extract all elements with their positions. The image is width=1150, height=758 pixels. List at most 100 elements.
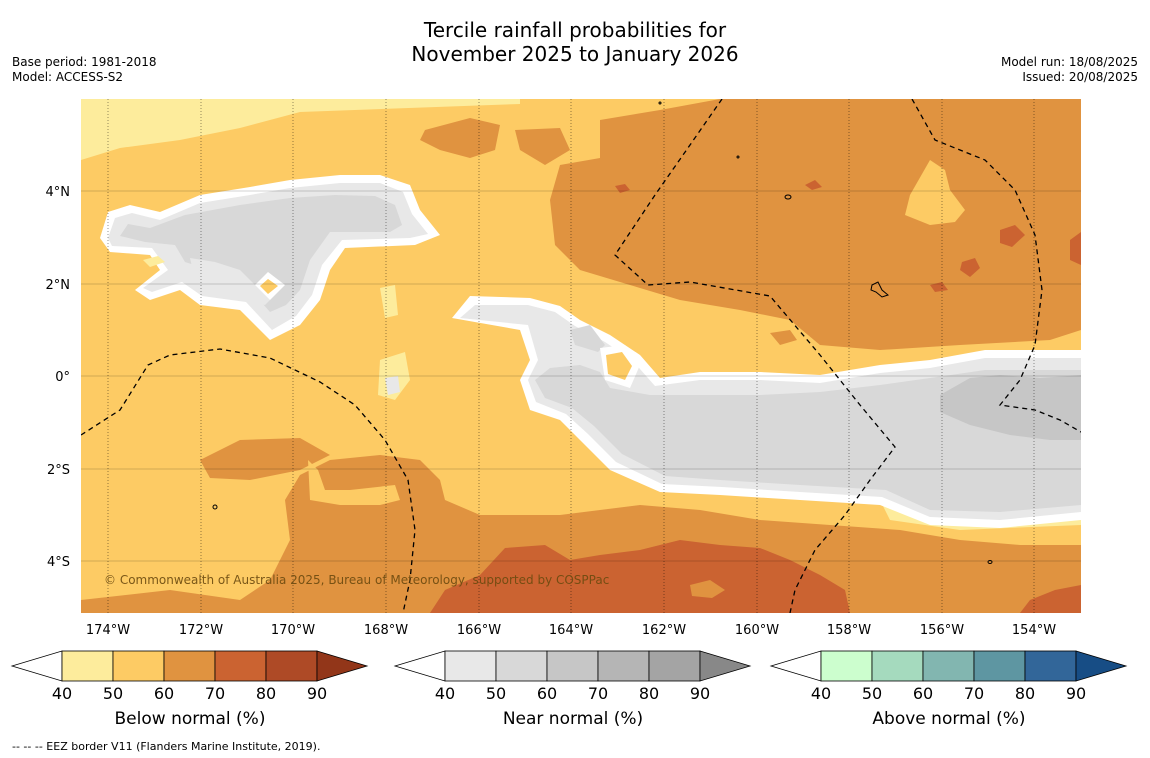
- colorbar-tick-label: 40: [810, 684, 832, 703]
- map-grid: [81, 99, 1081, 613]
- colorbar-segment: [871, 650, 924, 682]
- field-below-40-50-nw: [81, 99, 520, 160]
- field-below-40-50-nw-patch: [143, 256, 165, 267]
- title-line-2: November 2025 to January 2026: [411, 42, 739, 66]
- latitude-label: 4°N: [46, 185, 71, 200]
- field-below-70-80-spot5: [615, 184, 630, 193]
- field-near-50-60-center: [570, 325, 605, 352]
- colorbar-tick-label: 50: [102, 684, 124, 703]
- field-below-70-80-spot2: [960, 258, 980, 277]
- field-below-60-70-sw2: [200, 438, 330, 480]
- field-near-60-70-east: [940, 375, 1081, 440]
- colorbar-segment: [163, 650, 216, 682]
- issued-date: Issued: 20/08/2025: [1022, 70, 1138, 84]
- colorbars: [10, 650, 1128, 682]
- colorbar-tick-label: 40: [51, 684, 73, 703]
- colorbar-label-near: Near normal (%): [502, 709, 644, 729]
- colorbar-extend-low: [10, 650, 63, 682]
- field-below-60-70-north: [420, 118, 500, 158]
- colorbar-extend-high: [699, 650, 752, 682]
- colorbar-segment: [546, 650, 599, 682]
- map-title: Tercile rainfall probabilities for Novem…: [0, 18, 1150, 66]
- island-small-4: [736, 155, 740, 159]
- field-below-70-80-south: [430, 540, 850, 613]
- copyright-text: © Commonwealth of Australia 2025, Bureau…: [104, 573, 609, 587]
- longitude-label: 164°W: [549, 623, 593, 638]
- colorbar-label-above: Above normal (%): [872, 709, 1026, 729]
- colorbar-segment: [1024, 650, 1077, 682]
- colorbar-segment: [973, 650, 1026, 682]
- longitude-label: 156°W: [920, 623, 964, 638]
- longitude-labels: 174°W 172°W 170°W 168°W 166°W 164°W 162°W 160°W…: [86, 623, 1056, 638]
- islands: [212, 101, 993, 564]
- colorbar-segment: [112, 650, 165, 682]
- field-below-50-60-center-hole: [606, 352, 632, 380]
- longitude-label: 154°W: [1012, 623, 1056, 638]
- meta-right: Model run: 18/08/2025 Issued: 20/08/2025: [1001, 55, 1138, 85]
- colorbar-tick-label: 70: [204, 684, 226, 703]
- longitude-label: 174°W: [86, 623, 130, 638]
- colorbar-tick-label: 90: [689, 684, 711, 703]
- field-below-60-70-islet: [770, 330, 797, 345]
- field-below-50-60-pocket: [905, 160, 965, 225]
- field-below-60-70-south-pocket: [690, 580, 725, 598]
- colorbar-tick-label: 50: [861, 684, 883, 703]
- field-below-50-60-sw-pocket: [308, 460, 400, 505]
- colorbar-segment: [61, 650, 114, 682]
- base-period: Base period: 1981-2018: [12, 55, 157, 69]
- model-run: Model run: 18/08/2025: [1000, 55, 1138, 69]
- colorbar-tick-label: 90: [306, 684, 328, 703]
- colorbar-tick-label: 60: [536, 684, 558, 703]
- colorbar-tick-label: 80: [1014, 684, 1036, 703]
- field-below-70-80-se: [1020, 585, 1081, 613]
- colorbar-tick-label: 80: [255, 684, 277, 703]
- colorbar-segment: [265, 650, 318, 682]
- latitude-label: 0°: [55, 370, 70, 385]
- field-below-60-70-ne: [550, 99, 1081, 350]
- colorbar-extend-low: [769, 650, 822, 682]
- model-name: Model: ACCESS-S2: [12, 70, 124, 84]
- island-kiritimati: [870, 281, 890, 298]
- footnote: -- -- -- EEZ border V11 (Flanders Marine…: [12, 740, 321, 753]
- colorbar-extend-low: [393, 650, 446, 682]
- colorbar-extend-high: [316, 650, 369, 682]
- map-field: [81, 99, 1081, 613]
- field-below-70-80-spot6: [930, 282, 948, 292]
- longitude-label: 162°W: [642, 623, 686, 638]
- colorbar-segment: [597, 650, 650, 682]
- latitude-labels: 4°N 2°N 0° 2°S 4°S: [46, 185, 71, 570]
- island-small-1: [212, 504, 218, 510]
- field-below-60-70-north2: [515, 128, 570, 165]
- field-near-40-50-nw-inner: [190, 258, 270, 305]
- colorbar-tick-label: 70: [963, 684, 985, 703]
- colorbar-tick-label: 90: [1065, 684, 1087, 703]
- field-near-50-60-nw: [120, 195, 402, 312]
- latitude-label: 4°S: [47, 555, 70, 570]
- eez-border-kiribati-west: [614, 99, 896, 613]
- colorbar-tick-label: 80: [638, 684, 660, 703]
- island-small-3: [987, 560, 993, 564]
- title-line-1: Tercile rainfall probabilities for: [423, 18, 727, 42]
- colorbar-tick-label: 60: [153, 684, 175, 703]
- eez-border-tokelau: [81, 348, 416, 613]
- field-near-40-50-west-small: [385, 376, 400, 395]
- eez-border-kiribati-east: [911, 99, 1081, 433]
- colorbar-segment: [444, 650, 497, 682]
- longitude-label: 172°W: [179, 623, 223, 638]
- colorbar-tick-label: 60: [912, 684, 934, 703]
- eez-borders: [81, 99, 1081, 613]
- colorbar-segment: [495, 650, 548, 682]
- field-below-70-80-spot1: [1000, 225, 1025, 247]
- colorbar-label-below: Below normal (%): [114, 709, 266, 729]
- meta-left: Base period: 1981-2018 Model: ACCESS-S2: [12, 55, 157, 85]
- latitude-label: 2°N: [46, 278, 71, 293]
- island-tabuaeran: [784, 194, 792, 200]
- longitude-label: 166°W: [457, 623, 501, 638]
- field-below-70-80-spot3: [1070, 232, 1081, 265]
- longitude-label: 170°W: [271, 623, 315, 638]
- colorbar-segment: [820, 650, 873, 682]
- colorbar-segment: [922, 650, 975, 682]
- longitude-label: 160°W: [735, 623, 779, 638]
- longitude-label: 168°W: [364, 623, 408, 638]
